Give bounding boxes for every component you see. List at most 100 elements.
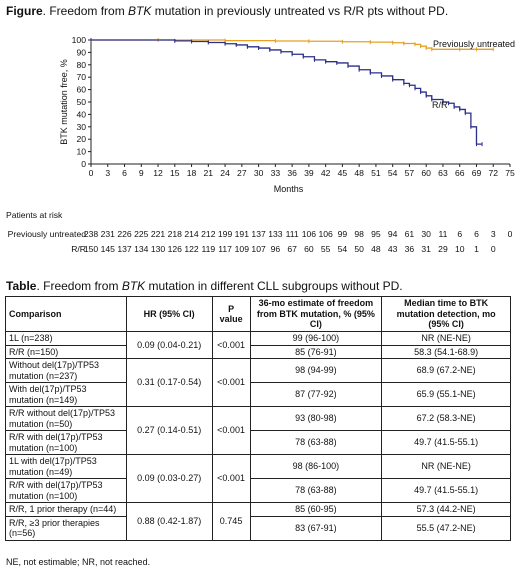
cell-median-time: 55.5 (47.2-NE) bbox=[381, 515, 511, 541]
table-title: Table. Freedom from BTK mutation in diff… bbox=[6, 279, 403, 293]
risk-count: 36 bbox=[404, 244, 415, 254]
cell-p-value: <0.001 bbox=[211, 331, 251, 359]
cell-median-time: NR (NE-NE) bbox=[381, 331, 511, 346]
risk-count: 54 bbox=[337, 244, 348, 254]
cell-comparison: Without del(17p)/TP53 mutation (n=237) bbox=[5, 358, 127, 383]
x-tick-label: 69 bbox=[472, 168, 482, 178]
risk-count: 117 bbox=[218, 244, 232, 254]
risk-row-label: Previously untreated bbox=[7, 229, 86, 239]
risk-count: 199 bbox=[217, 229, 233, 239]
cell-36mo-estimate: 85 (76-91) bbox=[249, 344, 383, 359]
y-tick-label: 40 bbox=[76, 109, 86, 119]
cell-36mo-estimate: 85 (60-95) bbox=[249, 502, 383, 517]
risk-count: 3 bbox=[490, 229, 496, 239]
header-comparison: Comparison bbox=[5, 296, 127, 332]
x-tick-label: 30 bbox=[254, 168, 264, 178]
figure-title-post: mutation in previously untreated vs R/R … bbox=[151, 4, 449, 18]
risk-count: 191 bbox=[234, 229, 249, 239]
risk-count: 96 bbox=[270, 244, 281, 254]
cell-36mo-estimate: 93 (80-98) bbox=[249, 406, 383, 431]
cell-hr: 0.27 (0.14-0.51) bbox=[125, 406, 213, 455]
cll-subgroup-table: Comparison HR (95% CI) P value 36-mo est… bbox=[5, 296, 511, 541]
cell-comparison: R/R with del(17p)/TP53 mutation (n=100) bbox=[5, 430, 127, 455]
x-tick-label: 36 bbox=[287, 168, 297, 178]
x-tick-label: 24 bbox=[220, 168, 230, 178]
x-tick-label: 60 bbox=[421, 168, 431, 178]
x-tick-label: 48 bbox=[354, 168, 364, 178]
risk-count: 99 bbox=[337, 229, 348, 239]
y-tick-label: 20 bbox=[76, 134, 86, 144]
header-estimate: 36-mo estimate of freedom from BTK mutat… bbox=[249, 296, 383, 332]
y-tick-label: 30 bbox=[76, 122, 86, 132]
x-tick-label: 75 bbox=[505, 168, 515, 178]
annotation-r-r: R/R bbox=[432, 100, 448, 110]
table-row: Without del(17p)/TP53 mutation (n=237) 0.… bbox=[5, 358, 511, 407]
risk-count: 119 bbox=[201, 244, 216, 254]
risk-count: 10 bbox=[454, 244, 465, 254]
table-title-gene: BTK bbox=[121, 279, 146, 293]
x-tick-label: 3 bbox=[105, 168, 110, 178]
y-tick-label: 80 bbox=[76, 60, 86, 70]
risk-count: 6 bbox=[474, 229, 479, 239]
risk-count: 107 bbox=[251, 244, 266, 254]
figure-title-gene: BTK bbox=[128, 4, 152, 18]
table-body: 1L (n=238) 0.09 (0.04-0.21) <0.001 99 (96-1… bbox=[5, 331, 511, 541]
cell-p-value: <0.001 bbox=[211, 406, 251, 455]
x-tick-label: 21 bbox=[204, 168, 214, 178]
risk-count: 1 bbox=[474, 244, 479, 254]
x-tick-label: 42 bbox=[321, 168, 331, 178]
figure-title-pre: . Freedom from bbox=[42, 4, 129, 18]
series-line-r-r bbox=[91, 39, 483, 145]
risk-count: 106 bbox=[301, 229, 317, 239]
cell-hr: 0.88 (0.42-1.87) bbox=[125, 502, 213, 541]
x-tick-label: 18 bbox=[187, 168, 197, 178]
cell-36mo-estimate: 98 (94-99) bbox=[249, 358, 383, 383]
y-tick-label: 50 bbox=[76, 97, 86, 107]
cell-median-time: 49.7 (41.5-55.1) bbox=[381, 478, 511, 503]
risk-count: 98 bbox=[354, 229, 364, 239]
risk-count: 29 bbox=[438, 244, 448, 254]
x-tick-label: 63 bbox=[438, 168, 448, 178]
risk-count: 137 bbox=[251, 229, 266, 239]
cell-36mo-estimate: 78 (63-88) bbox=[249, 430, 383, 455]
cell-36mo-estimate: 83 (67-91) bbox=[249, 515, 383, 541]
table-row: R/R, 1 prior therapy (n=44) 0.88 (0.42-1.… bbox=[5, 502, 511, 541]
risk-count: 221 bbox=[150, 229, 166, 239]
risk-count: 122 bbox=[184, 244, 199, 254]
cell-median-time: 49.7 (41.5-55.1) bbox=[381, 430, 511, 455]
table-label: Table bbox=[6, 279, 37, 293]
x-tick-label: 15 bbox=[170, 168, 180, 178]
table-header-row: Comparison HR (95% CI) P value 36-mo est… bbox=[5, 296, 511, 332]
cell-comparison: R/R, ≥3 prior therapies (n=56) bbox=[5, 515, 127, 541]
risk-count: 137 bbox=[117, 244, 132, 254]
cell-comparison: R/R (n=150) bbox=[5, 344, 127, 359]
table-row: R/R (n=150) 85 (76-91) 58.3 (54.1-68.9) bbox=[5, 344, 511, 359]
y-tick-label: 90 bbox=[76, 47, 86, 57]
cell-median-time: NR (NE-NE) bbox=[381, 454, 511, 479]
x-tick-label: 27 bbox=[237, 168, 247, 178]
cell-median-time: 58.3 (54.1-68.9) bbox=[381, 344, 511, 359]
risk-count: 6 bbox=[457, 229, 463, 239]
cell-36mo-estimate: 87 (77-92) bbox=[249, 382, 383, 407]
table-row: R/R without del(17p)/TP53 mutation (n=50… bbox=[5, 406, 511, 455]
risk-count: 0 bbox=[507, 229, 513, 239]
risk-count: 109 bbox=[234, 244, 249, 254]
risk-count: 106 bbox=[318, 229, 333, 239]
risk-count: 111 bbox=[285, 229, 299, 239]
x-axis-label: Months bbox=[274, 184, 304, 194]
cell-hr: 0.09 (0.04-0.21) bbox=[125, 331, 213, 359]
cell-36mo-estimate: 99 (96-100) bbox=[249, 331, 383, 346]
risk-count: 60 bbox=[304, 244, 314, 254]
x-tick-label: 0 bbox=[89, 168, 94, 178]
risk-count: 67 bbox=[287, 244, 297, 254]
risk-count: 133 bbox=[268, 229, 283, 239]
table-title-post: mutation in different CLL subgroups with… bbox=[145, 279, 403, 293]
y-tick-label: 0 bbox=[81, 159, 86, 169]
x-tick-label: 66 bbox=[455, 168, 465, 178]
x-tick-label: 6 bbox=[122, 168, 127, 178]
header-p: P value bbox=[211, 296, 251, 332]
risk-count: 212 bbox=[201, 229, 216, 239]
table-title-pre: . Freedom from bbox=[36, 279, 122, 293]
cell-hr: 0.09 (0.03-0.27) bbox=[125, 454, 213, 503]
cell-comparison: 1L with del(17p)/TP53 mutation (n=49) bbox=[5, 454, 127, 479]
